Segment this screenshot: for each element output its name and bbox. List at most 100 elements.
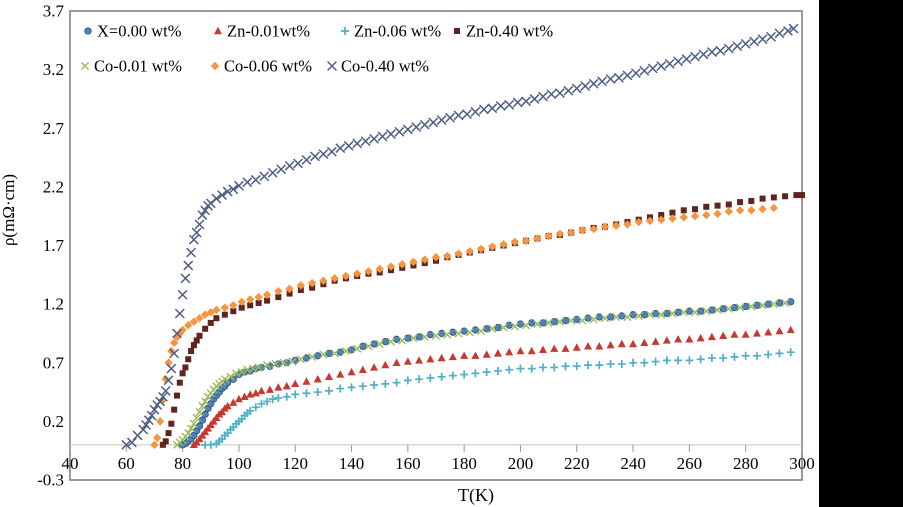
- data-point-series-5: [212, 305, 221, 315]
- data-point-series-3: [725, 201, 732, 208]
- data-point-series-0: [696, 307, 705, 315]
- data-point-series-1: [775, 326, 784, 335]
- data-point-series-1: [370, 363, 379, 371]
- data-point-series-1: [606, 340, 615, 349]
- data-point-series-0: [640, 311, 648, 319]
- data-point-series-5: [544, 231, 553, 241]
- data-point-series-2: [505, 365, 514, 374]
- data-point-series-0: [370, 340, 378, 348]
- data-point-series-2: [651, 357, 660, 366]
- y-tick-label: 1.7: [43, 236, 65, 255]
- data-point-series-3: [190, 342, 197, 349]
- data-point-series-6: [228, 184, 239, 195]
- data-point-series-3: [230, 308, 237, 315]
- data-point-series-2: [640, 358, 649, 367]
- data-point-series-2: [325, 386, 334, 395]
- data-point-series-2: [786, 348, 795, 357]
- data-point-series-2: [313, 388, 322, 397]
- data-point-series-2: [719, 354, 728, 363]
- data-point-series-1: [257, 386, 266, 395]
- data-point-series-5: [690, 211, 700, 221]
- y-tick-label: 2.7: [43, 119, 65, 138]
- data-point-series-6: [369, 133, 379, 144]
- data-point-series-6: [157, 391, 168, 402]
- data-point-series-5: [668, 214, 677, 223]
- data-point-series-4: [724, 304, 733, 313]
- data-point-series-6: [411, 122, 422, 133]
- data-point-series-2: [617, 359, 626, 368]
- data-point-series-6: [571, 83, 582, 94]
- data-point-series-1: [595, 342, 604, 350]
- data-point-series-4: [409, 334, 418, 343]
- data-point-series-1: [403, 357, 412, 365]
- data-point-series-2: [482, 368, 491, 377]
- data-point-series-0: [753, 301, 761, 309]
- data-point-series-5: [735, 206, 745, 215]
- data-point-series-2: [268, 395, 277, 404]
- data-point-series-1: [358, 365, 367, 373]
- data-point-series-0: [483, 325, 491, 333]
- x-tick-label: 260: [677, 454, 703, 473]
- data-point-series-2: [516, 364, 525, 373]
- data-point-series-6: [419, 119, 430, 130]
- data-point-series-0: [685, 307, 694, 315]
- data-point-series-4: [443, 330, 452, 339]
- data-point-series-1: [448, 352, 457, 361]
- data-point-series-3: [737, 199, 744, 206]
- x-tick-label: 200: [508, 454, 534, 473]
- data-point-series-6: [377, 131, 388, 142]
- data-point-series-3: [793, 192, 800, 199]
- data-point-series-0: [573, 315, 581, 324]
- data-point-series-5: [352, 269, 362, 278]
- data-point-series-6: [639, 65, 650, 76]
- data-point-series-4: [431, 331, 441, 340]
- data-point-series-4: [735, 303, 745, 312]
- data-point-series-4: [364, 342, 373, 351]
- data-point-series-1: [415, 356, 424, 364]
- data-point-series-4: [201, 397, 210, 406]
- data-point-series-6: [788, 23, 799, 34]
- data-point-series-3: [669, 209, 676, 216]
- data-point-series-0: [381, 337, 389, 346]
- data-point-series-4: [186, 424, 196, 433]
- data-point-series-5: [319, 276, 328, 285]
- data-point-series-0: [359, 342, 367, 350]
- data-point-series-1: [229, 398, 238, 406]
- data-point-series-5: [510, 237, 520, 247]
- x-tick-label: 40: [62, 454, 79, 473]
- data-point-series-0: [198, 416, 206, 424]
- x-tick-label: 120: [282, 454, 308, 473]
- data-point-series-2: [282, 392, 291, 401]
- data-point-series-5: [713, 209, 722, 219]
- data-point-series-4: [220, 375, 229, 384]
- data-point-series-1: [674, 335, 683, 343]
- data-point-series-3: [680, 207, 687, 214]
- data-point-series-1: [741, 330, 750, 338]
- data-point-series-2: [606, 359, 615, 368]
- data-point-series-6: [723, 43, 734, 54]
- data-point-series-4: [341, 346, 351, 356]
- data-point-series-5: [237, 297, 246, 306]
- x-tick-label: 100: [226, 454, 252, 473]
- data-point-series-2: [246, 406, 255, 415]
- data-point-series-6: [588, 78, 599, 89]
- data-point-series-5: [155, 417, 165, 426]
- data-point-series-5: [285, 284, 294, 294]
- data-point-series-4: [657, 310, 666, 319]
- data-point-series-0: [347, 346, 356, 354]
- data-point-series-5: [769, 203, 779, 213]
- data-point-series-5: [254, 292, 263, 302]
- data-point-series-2: [448, 371, 457, 380]
- x-tick-label: 160: [395, 454, 421, 473]
- data-point-series-6: [630, 68, 641, 79]
- data-point-series-6: [284, 160, 295, 171]
- data-point-series-3: [275, 294, 282, 301]
- data-point-series-5: [499, 240, 508, 249]
- data-point-series-5: [195, 313, 204, 323]
- data-point-series-4: [747, 302, 756, 311]
- data-point-series-3: [168, 420, 175, 427]
- data-point-series-1: [662, 336, 671, 344]
- data-point-series-5: [623, 220, 632, 229]
- data-point-series-6: [335, 143, 346, 154]
